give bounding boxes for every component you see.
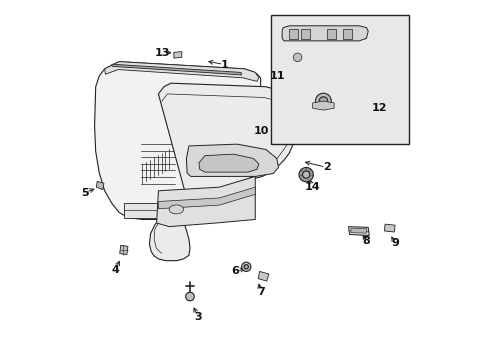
Polygon shape xyxy=(384,224,394,232)
Polygon shape xyxy=(104,62,258,81)
Circle shape xyxy=(302,171,309,178)
Ellipse shape xyxy=(200,118,230,141)
Polygon shape xyxy=(94,62,260,220)
Polygon shape xyxy=(149,83,301,261)
Circle shape xyxy=(298,167,313,182)
Polygon shape xyxy=(174,51,182,58)
Polygon shape xyxy=(156,176,255,226)
Polygon shape xyxy=(96,181,104,190)
Text: 12: 12 xyxy=(370,103,386,113)
Circle shape xyxy=(319,97,327,105)
Polygon shape xyxy=(199,154,258,172)
Circle shape xyxy=(244,265,248,269)
Circle shape xyxy=(315,93,330,109)
Ellipse shape xyxy=(214,140,239,159)
Text: 2: 2 xyxy=(323,162,330,172)
Text: 7: 7 xyxy=(256,287,264,297)
Polygon shape xyxy=(112,64,241,75)
Text: 11: 11 xyxy=(269,71,285,81)
Ellipse shape xyxy=(195,101,214,116)
Text: 3: 3 xyxy=(194,312,201,322)
Polygon shape xyxy=(301,30,309,40)
Ellipse shape xyxy=(207,123,224,136)
Text: 10: 10 xyxy=(253,126,268,135)
Polygon shape xyxy=(124,203,183,218)
Text: 6: 6 xyxy=(231,266,239,276)
Circle shape xyxy=(293,132,301,139)
Polygon shape xyxy=(258,271,268,281)
Polygon shape xyxy=(219,148,230,164)
Text: 5: 5 xyxy=(81,188,88,198)
Circle shape xyxy=(185,292,194,301)
Text: 8: 8 xyxy=(362,236,369,246)
Polygon shape xyxy=(158,187,255,209)
Text: 9: 9 xyxy=(390,238,398,248)
Text: 4: 4 xyxy=(111,265,119,275)
Polygon shape xyxy=(282,26,367,41)
Polygon shape xyxy=(120,245,128,255)
Circle shape xyxy=(289,122,305,138)
Polygon shape xyxy=(186,144,278,176)
Ellipse shape xyxy=(169,205,183,214)
Polygon shape xyxy=(348,226,368,235)
Polygon shape xyxy=(326,30,335,40)
Text: 13: 13 xyxy=(154,48,169,58)
Ellipse shape xyxy=(219,144,233,155)
Polygon shape xyxy=(289,30,298,40)
Polygon shape xyxy=(343,30,351,40)
Polygon shape xyxy=(230,151,244,167)
Circle shape xyxy=(293,53,301,62)
Text: 1: 1 xyxy=(221,59,228,69)
Polygon shape xyxy=(312,101,333,110)
Text: 14: 14 xyxy=(304,182,320,192)
Ellipse shape xyxy=(187,95,223,122)
Bar xyxy=(271,15,408,144)
Circle shape xyxy=(241,262,250,271)
Circle shape xyxy=(293,126,301,134)
Polygon shape xyxy=(350,228,366,233)
